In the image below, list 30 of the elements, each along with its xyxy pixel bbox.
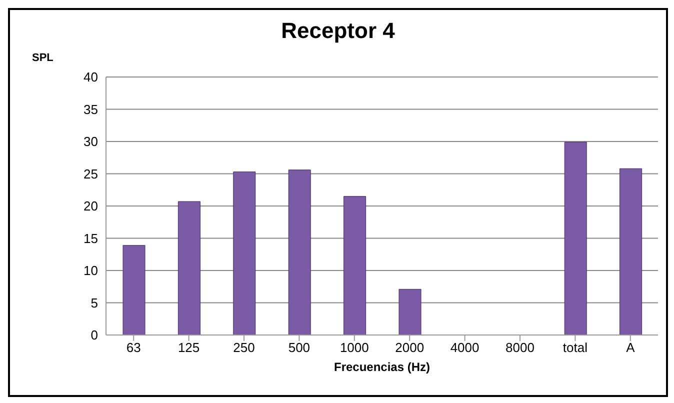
y-tick-label: 25 [84, 166, 98, 182]
bar [564, 142, 587, 335]
x-tick-label: 125 [178, 340, 200, 356]
x-axis-title: Frecuencias (Hz) [332, 360, 432, 374]
y-tick-label: 30 [84, 134, 98, 150]
x-tick-label: total [562, 340, 588, 356]
chart-title: Receptor 4 [280, 18, 396, 44]
x-tick-label: 1000 [340, 340, 369, 356]
y-tick-label: 20 [84, 198, 98, 214]
x-tick-label: 4000 [450, 340, 480, 356]
y-tick-label: 15 [84, 230, 98, 246]
x-tick-label: 250 [233, 340, 255, 356]
bar [122, 245, 146, 335]
bar [233, 172, 256, 335]
y-tick-label: 40 [84, 70, 98, 85]
y-tick-label: 10 [84, 263, 98, 278]
bar [398, 288, 422, 335]
x-tick-label: 63 [126, 340, 141, 356]
y-tick-label: 35 [84, 102, 98, 117]
y-tick-label: 0 [90, 328, 98, 343]
x-tick-label: 2000 [395, 340, 424, 356]
bar [620, 168, 642, 335]
x-tick-label: 8000 [506, 340, 534, 356]
y-axis-title: SPL [32, 52, 54, 64]
bar [344, 196, 366, 335]
x-tick-label: 500 [288, 340, 310, 356]
y-tick-label: 5 [90, 295, 98, 310]
x-tick-label: A [626, 340, 636, 356]
bar [288, 170, 311, 335]
bar [178, 201, 200, 335]
